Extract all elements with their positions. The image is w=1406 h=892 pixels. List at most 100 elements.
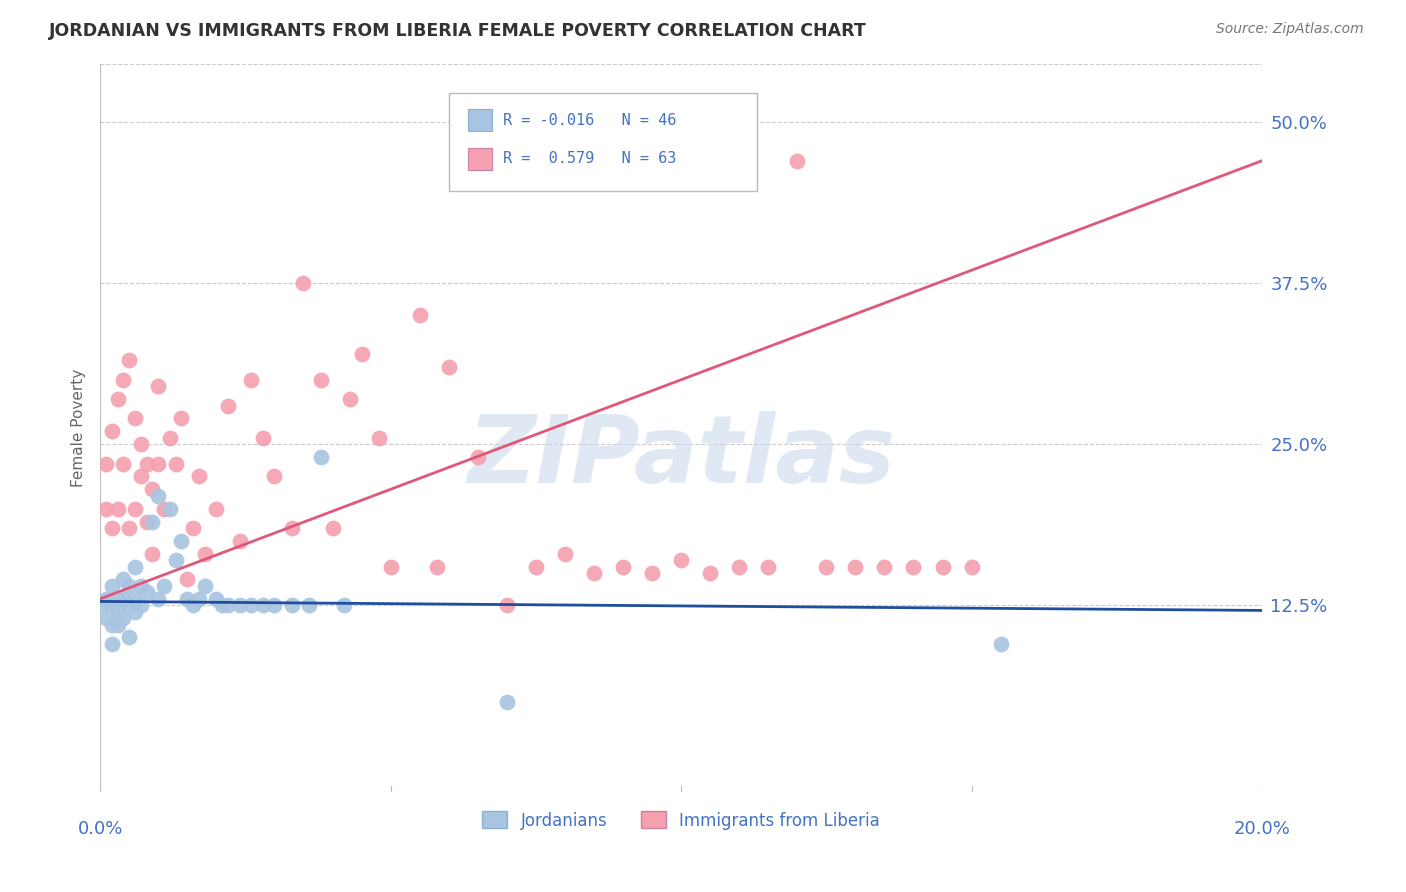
Point — [495, 695, 517, 709]
Text: JORDANIAN VS IMMIGRANTS FROM LIBERIA FEMALE POVERTY CORRELATION CHART: JORDANIAN VS IMMIGRANTS FROM LIBERIA FEM… — [49, 22, 868, 40]
Point — [100, 579, 122, 593]
Point — [205, 501, 228, 516]
Point — [756, 559, 779, 574]
Point — [124, 591, 146, 606]
Point — [135, 585, 157, 599]
Point — [641, 566, 664, 580]
Point — [94, 611, 117, 625]
Point — [153, 501, 176, 516]
Point — [873, 559, 896, 574]
Point — [181, 521, 204, 535]
Point — [107, 617, 129, 632]
Bar — [468, 148, 492, 169]
Point — [170, 533, 193, 548]
Bar — [468, 109, 492, 131]
Point — [100, 521, 122, 535]
Point — [100, 617, 122, 632]
Point — [124, 411, 146, 425]
Point — [368, 431, 391, 445]
Point — [112, 611, 135, 625]
Point — [298, 599, 321, 613]
Point — [669, 553, 692, 567]
Point — [194, 579, 217, 593]
Point — [118, 353, 141, 368]
Point — [426, 559, 449, 574]
Point — [124, 501, 146, 516]
Point — [240, 599, 263, 613]
Point — [217, 599, 239, 613]
Point — [129, 579, 152, 593]
Point — [187, 591, 209, 606]
Point — [129, 599, 152, 613]
Point — [94, 591, 117, 606]
Point — [281, 599, 304, 613]
Point — [112, 573, 135, 587]
Text: ZIPatlas: ZIPatlas — [467, 411, 896, 503]
Point — [148, 489, 170, 503]
Point — [211, 599, 233, 613]
Point — [281, 521, 304, 535]
Point — [124, 559, 146, 574]
Point — [554, 547, 576, 561]
Text: R =  0.579   N = 63: R = 0.579 N = 63 — [503, 152, 676, 166]
Point — [141, 515, 163, 529]
Point — [100, 637, 122, 651]
Legend: Jordanians, Immigrants from Liberia: Jordanians, Immigrants from Liberia — [475, 805, 887, 836]
Point — [100, 599, 122, 613]
Point — [194, 547, 217, 561]
Point — [786, 153, 808, 168]
Point — [240, 373, 263, 387]
Point — [135, 457, 157, 471]
Point — [141, 483, 163, 497]
Point — [107, 501, 129, 516]
Point — [333, 599, 356, 613]
Point — [437, 359, 460, 374]
FancyBboxPatch shape — [449, 93, 756, 192]
Point — [990, 637, 1012, 651]
Point — [228, 599, 250, 613]
Point — [148, 379, 170, 393]
Point — [112, 591, 135, 606]
Point — [582, 566, 605, 580]
Point — [350, 347, 373, 361]
Point — [292, 276, 315, 290]
Point — [118, 521, 141, 535]
Point — [217, 399, 239, 413]
Text: 0.0%: 0.0% — [77, 821, 122, 838]
Point — [176, 591, 198, 606]
Point — [135, 515, 157, 529]
Point — [252, 599, 274, 613]
Point — [187, 469, 209, 483]
Text: R = -0.016   N = 46: R = -0.016 N = 46 — [503, 112, 676, 128]
Point — [129, 469, 152, 483]
Point — [118, 579, 141, 593]
Point — [159, 501, 181, 516]
Point — [176, 573, 198, 587]
Point — [728, 559, 751, 574]
Point — [112, 373, 135, 387]
Point — [228, 533, 250, 548]
Text: Source: ZipAtlas.com: Source: ZipAtlas.com — [1216, 22, 1364, 37]
Point — [815, 559, 838, 574]
Point — [205, 591, 228, 606]
Point — [112, 457, 135, 471]
Point — [524, 559, 547, 574]
Point — [94, 501, 117, 516]
Point — [263, 469, 285, 483]
Point — [699, 566, 721, 580]
Point — [165, 457, 187, 471]
Point — [252, 431, 274, 445]
Point — [612, 559, 634, 574]
Point — [118, 599, 141, 613]
Point — [960, 559, 983, 574]
Point — [148, 457, 170, 471]
Point — [94, 457, 117, 471]
Point — [124, 605, 146, 619]
Point — [141, 547, 163, 561]
Point — [931, 559, 953, 574]
Point — [94, 599, 117, 613]
Point — [100, 425, 122, 439]
Point — [153, 579, 176, 593]
Point — [309, 450, 332, 464]
Point — [170, 411, 193, 425]
